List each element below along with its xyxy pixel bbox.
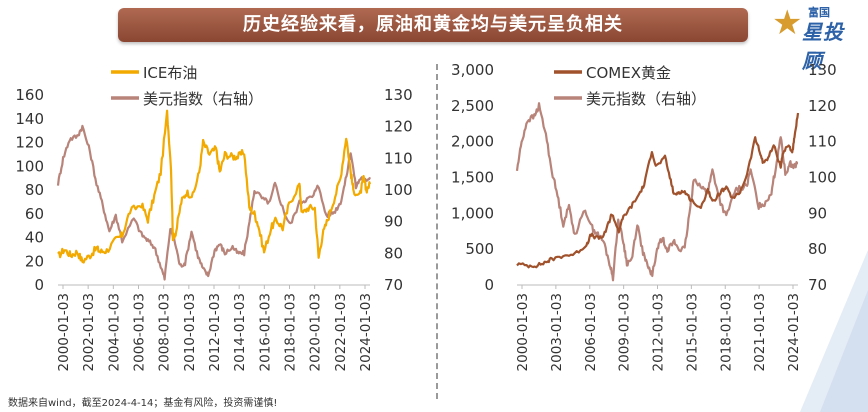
gold-chart-left-tick: 3,000 bbox=[451, 61, 494, 79]
oil-chart-x-tick-label: 2018-01-03 bbox=[283, 293, 299, 371]
star-icon: ★ bbox=[772, 3, 803, 43]
oil-chart-x-tick-label: 2022-01-03 bbox=[333, 293, 349, 371]
oil-chart-right-tick: 130 bbox=[384, 86, 413, 104]
gold-chart-x-tick-label: 2012-01-03 bbox=[651, 293, 667, 371]
gold-chart-x-tick-label: 2024-01-03 bbox=[786, 293, 802, 371]
oil-chart-x-tick-label: 2008-01-03 bbox=[157, 293, 173, 371]
title-banner: 历史经验来看，原油和黄金均与美元呈负相关 bbox=[118, 8, 748, 42]
gold-chart-x-tick-label: 2009-01-03 bbox=[617, 293, 633, 371]
gold-chart-right-tick: 70 bbox=[808, 276, 827, 294]
gold-chart-x-tick-label: 2015-01-03 bbox=[684, 293, 700, 371]
logo-top-text: 富国 bbox=[808, 6, 830, 19]
gold-chart-right-tick: 130 bbox=[808, 61, 837, 79]
gold-chart-left-tick: 2,000 bbox=[451, 133, 494, 151]
page-title: 历史经验来看，原油和黄金均与美元呈负相关 bbox=[243, 14, 623, 35]
gold-chart-left-tick: 0 bbox=[484, 276, 494, 294]
oil-chart-x-tick-label: 2020-01-03 bbox=[308, 293, 324, 371]
oil-chart-right-tick: 100 bbox=[384, 181, 413, 199]
oil-chart-right-tick: 110 bbox=[384, 149, 413, 167]
oil-chart-x-tick-label: 2000-01-03 bbox=[56, 293, 72, 371]
oil-chart-right-tick: 70 bbox=[384, 276, 403, 294]
gold-chart-legend-label: 美元指数（右轴） bbox=[586, 90, 706, 108]
footer-disclaimer: 数据来自wind，截至2024-4-14；基金有风险，投资需谨慎! bbox=[8, 398, 278, 409]
gold-chart-right-tick: 100 bbox=[808, 169, 837, 187]
logo-name: 星投顾 bbox=[802, 20, 844, 73]
gold-chart-left-tick: 2,500 bbox=[451, 97, 494, 115]
oil-chart-left-tick: 80 bbox=[25, 181, 44, 199]
gold-chart-legend-label: COMEX黄金 bbox=[586, 64, 671, 82]
gold-chart-x-tick-label: 2000-01-03 bbox=[515, 293, 531, 371]
gold-chart-x-tick-label: 2018-01-03 bbox=[718, 293, 734, 371]
oil-chart-x-tick-label: 2010-01-03 bbox=[182, 293, 198, 371]
gold-chart-right-tick: 90 bbox=[808, 204, 827, 222]
gold-chart-right-tick: 80 bbox=[808, 240, 827, 258]
gold-chart-left-tick: 1,500 bbox=[451, 169, 494, 187]
oil-chart-right-tick: 80 bbox=[384, 244, 403, 262]
oil-chart-legend-label: ICE布油 bbox=[143, 64, 197, 82]
oil-chart-left-tick: 100 bbox=[15, 157, 44, 175]
oil-chart-x-tick-label: 2006-01-03 bbox=[132, 293, 148, 371]
oil-chart-left-tick: 0 bbox=[34, 276, 44, 294]
gold-chart-right-tick: 110 bbox=[808, 133, 837, 151]
oil-chart-left-tick: 160 bbox=[15, 86, 44, 104]
gold-chart-right-tick: 120 bbox=[808, 97, 837, 115]
oil-chart-left-tick: 40 bbox=[25, 229, 44, 247]
gold-chart-series-gold bbox=[516, 112, 800, 269]
oil-chart-series-oil bbox=[57, 109, 372, 264]
oil-chart-left-tick: 120 bbox=[15, 134, 44, 152]
oil-chart-left-tick: 140 bbox=[15, 110, 44, 128]
oil-chart-left-tick: 60 bbox=[25, 205, 44, 223]
gold-chart-x-tick-label: 2021-01-03 bbox=[752, 293, 768, 371]
oil-chart-left-tick: 20 bbox=[25, 252, 44, 270]
oil-chart-x-tick-label: 2024-01-03 bbox=[358, 293, 374, 371]
oil-chart-x-tick-label: 2002-01-03 bbox=[81, 293, 97, 371]
oil-chart-right-tick: 120 bbox=[384, 118, 413, 136]
oil-chart-series-usd bbox=[56, 124, 371, 281]
oil-chart-right-tick: 90 bbox=[384, 213, 403, 231]
chart-divider bbox=[436, 64, 438, 399]
oil-chart-x-tick-label: 2004-01-03 bbox=[106, 293, 122, 371]
oil-chart-x-tick-label: 2014-01-03 bbox=[232, 293, 248, 371]
oil-chart-x-tick-label: 2012-01-03 bbox=[207, 293, 223, 371]
gold-chart-x-tick-label: 2006-01-03 bbox=[583, 293, 599, 371]
gold-chart-left-tick: 1,000 bbox=[451, 204, 494, 222]
oil-chart-legend-label: 美元指数（右轴） bbox=[143, 90, 263, 108]
gold-usd-chart: 0 500 1,000 1,500 2,000 2,500 3,000 70 80 90 100 11… bbox=[451, 61, 837, 371]
gold-chart-left-tick: 500 bbox=[465, 240, 494, 258]
oil-chart-x-tick-label: 2016-01-03 bbox=[257, 293, 273, 371]
gold-chart-x-tick-label: 2003-01-03 bbox=[549, 293, 565, 371]
gold-chart-series-usd bbox=[515, 102, 799, 282]
corner-decoration bbox=[800, 250, 868, 412]
oil-usd-chart: 0 20 40 60 80 100 120 140 160 70 80 90 100 110 120 130 2… bbox=[15, 64, 413, 371]
brand-logo: ★ 富国 星投顾 bbox=[772, 2, 864, 73]
